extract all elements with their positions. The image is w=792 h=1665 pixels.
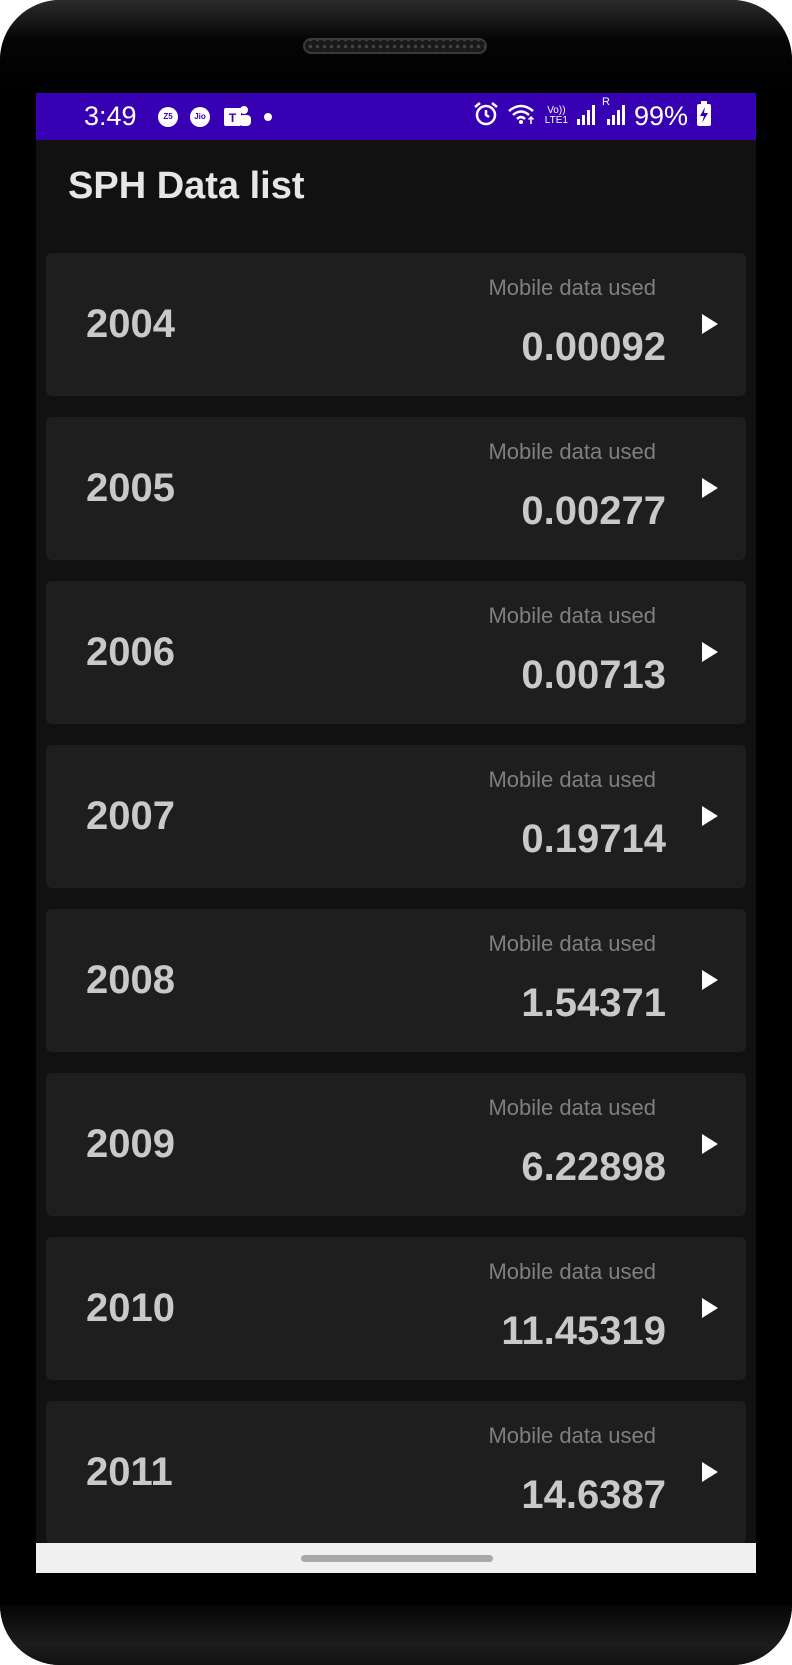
zee5-icon: Z5	[158, 107, 178, 127]
item-label: Mobile data used	[488, 767, 656, 792]
item-label: Mobile data used	[488, 1423, 656, 1448]
play-arrow-icon[interactable]	[702, 478, 718, 498]
lte-label: LTE1	[544, 115, 568, 126]
teams-icon: T	[222, 105, 252, 129]
item-label: Mobile data used	[488, 1259, 656, 1284]
phone-bottom-bezel	[0, 1605, 792, 1665]
item-year: 2009	[86, 1122, 175, 1166]
play-arrow-icon[interactable]	[702, 1462, 718, 1482]
item-year: 2010	[86, 1286, 175, 1330]
item-year: 2006	[86, 630, 175, 674]
signal-sim2-roaming-icon: R	[602, 96, 626, 130]
list-item[interactable]: 2008 Mobile data used 1.54371	[46, 909, 746, 1052]
battery-percent: 99%	[633, 101, 688, 131]
play-arrow-icon[interactable]	[702, 642, 718, 662]
item-value: 0.00277	[521, 489, 666, 533]
item-label: Mobile data used	[488, 1095, 656, 1120]
list-item[interactable]: 2006 Mobile data used 0.00713	[46, 581, 746, 724]
status-system-icons: Vo)) LTE1 R	[473, 96, 712, 131]
play-arrow-icon[interactable]	[702, 1134, 718, 1154]
play-arrow-icon[interactable]	[702, 970, 718, 990]
item-year: 2004	[86, 302, 175, 346]
gesture-navigation-bar	[36, 1543, 756, 1573]
item-label: Mobile data used	[488, 275, 656, 300]
item-value: 11.45319	[501, 1309, 666, 1353]
svg-text:T: T	[229, 111, 237, 125]
item-label: Mobile data used	[488, 439, 656, 464]
list-item[interactable]: 2005 Mobile data used 0.00277	[46, 417, 746, 560]
battery-charging-icon	[696, 101, 712, 131]
home-gesture-handle[interactable]	[301, 1555, 493, 1562]
list-item[interactable]: 2004 Mobile data used 0.00092	[46, 253, 746, 396]
phone-top-bezel	[0, 0, 792, 95]
item-year: 2011	[86, 1450, 173, 1494]
earpiece-speaker	[303, 38, 487, 54]
list-item[interactable]: 2011 Mobile data used 14.6387	[46, 1401, 746, 1544]
item-year: 2008	[86, 958, 175, 1002]
jio-icon: Jio	[190, 107, 210, 127]
item-value: 6.22898	[521, 1145, 666, 1189]
play-arrow-icon[interactable]	[702, 1298, 718, 1318]
list-item[interactable]: 2009 Mobile data used 6.22898	[46, 1073, 746, 1216]
item-value: 0.00713	[521, 653, 666, 697]
item-year: 2005	[86, 466, 175, 510]
play-arrow-icon[interactable]	[702, 806, 718, 826]
status-time: 3:49	[84, 101, 137, 131]
signal-sim1-icon	[576, 102, 596, 130]
list-item[interactable]: 2007 Mobile data used 0.19714	[46, 745, 746, 888]
item-year: 2007	[86, 794, 175, 838]
play-arrow-icon[interactable]	[702, 314, 718, 334]
roaming-label: R	[601, 96, 610, 108]
item-value: 14.6387	[521, 1473, 666, 1517]
status-notification-icons: Z5 Jio T	[158, 104, 272, 130]
item-value: 1.54371	[521, 981, 666, 1025]
item-value: 0.00092	[521, 325, 666, 369]
volte-label: Vo))	[547, 105, 566, 116]
item-label: Mobile data used	[488, 931, 656, 956]
alarm-icon	[473, 101, 499, 131]
status-bar: 3:49 Z5 Jio T	[36, 93, 756, 140]
page-title: SPH Data list	[68, 165, 305, 207]
wifi-icon	[507, 102, 537, 130]
list-item[interactable]: 2010 Mobile data used 11.45319	[46, 1237, 746, 1380]
item-label: Mobile data used	[488, 603, 656, 628]
notification-dot-icon	[264, 113, 272, 121]
item-value: 0.19714	[521, 817, 666, 861]
app-screen: 3:49 Z5 Jio T	[36, 93, 756, 1573]
volte-indicator: Vo)) LTE1	[545, 106, 568, 126]
